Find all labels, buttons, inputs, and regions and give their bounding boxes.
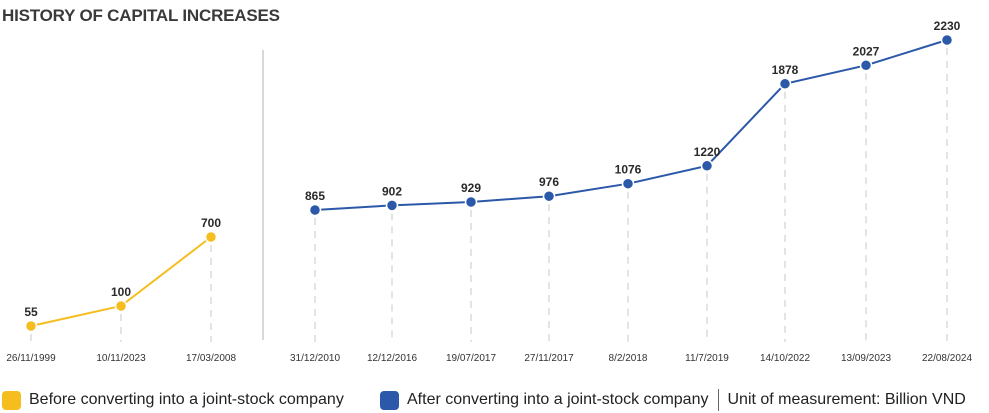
data-label: 865 xyxy=(305,189,325,203)
data-point xyxy=(621,177,635,190)
x-tick-label: 10/11/2023 xyxy=(96,353,146,364)
data-point xyxy=(24,319,38,333)
data-point xyxy=(114,299,128,313)
x-tick-label: 14/10/2022 xyxy=(760,353,810,364)
unit-label: Unit of measurement: Billion VND xyxy=(727,391,966,408)
data-label: 1878 xyxy=(772,63,799,77)
x-tick-label: 11/7/2019 xyxy=(685,353,729,364)
data-label: 2027 xyxy=(853,44,880,58)
legend-before-swatch xyxy=(2,390,21,410)
data-point xyxy=(542,189,556,203)
data-point xyxy=(778,77,792,91)
data-label: 55 xyxy=(24,305,38,319)
data-point xyxy=(700,159,714,173)
chart-title: HISTORY OF CAPITAL INCREASES xyxy=(2,6,280,25)
x-tick-label: 13/09/2023 xyxy=(841,353,891,364)
data-label: 929 xyxy=(461,181,481,195)
legend-before-label: Before converting into a joint-stock com… xyxy=(29,391,344,408)
legend-after-swatch xyxy=(380,390,399,410)
legend-before: Before converting into a joint-stock com… xyxy=(2,388,344,412)
data-label: 700 xyxy=(201,216,221,230)
data-label: 100 xyxy=(111,285,131,299)
data-label: 1220 xyxy=(694,145,721,159)
data-point xyxy=(940,33,954,47)
x-tick-label: 17/03/2008 xyxy=(186,353,236,364)
data-point xyxy=(204,230,218,244)
data-label: 2230 xyxy=(934,19,961,33)
data-point xyxy=(464,195,478,209)
legend-after: After converting into a joint-stock comp… xyxy=(380,388,966,412)
data-point xyxy=(859,59,873,72)
data-label: 976 xyxy=(539,175,559,189)
x-tick-label: 31/12/2010 xyxy=(290,353,340,364)
legend-after-label: After converting into a joint-stock comp… xyxy=(407,391,709,408)
data-point xyxy=(308,203,322,217)
legend-separator xyxy=(718,389,720,411)
series-line-before xyxy=(30,236,212,327)
x-tick-label: 27/11/2017 xyxy=(524,353,574,364)
data-label: 1076 xyxy=(615,163,642,177)
x-tick-label: 8/2/2018 xyxy=(609,353,648,364)
x-tick-label: 12/12/2016 xyxy=(367,353,417,364)
data-point xyxy=(385,199,399,212)
x-tick-label: 22/08/2024 xyxy=(922,353,972,364)
data-label: 902 xyxy=(382,184,402,198)
x-tick-label: 19/07/2017 xyxy=(446,353,496,364)
x-tick-label: 26/11/1999 xyxy=(6,353,56,364)
